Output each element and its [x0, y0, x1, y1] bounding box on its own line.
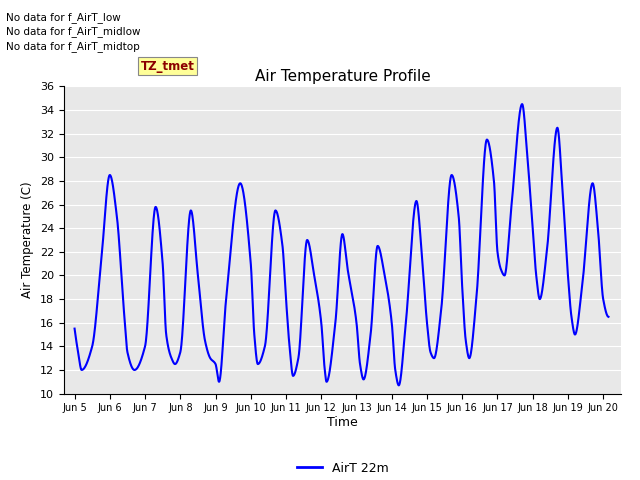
- Text: No data for f_AirT_low: No data for f_AirT_low: [6, 12, 121, 23]
- Text: TZ_tmet: TZ_tmet: [141, 60, 195, 72]
- X-axis label: Time: Time: [327, 416, 358, 429]
- Text: No data for f_AirT_midlow: No data for f_AirT_midlow: [6, 26, 141, 37]
- Title: Air Temperature Profile: Air Temperature Profile: [255, 69, 430, 84]
- Text: No data for f_AirT_midtop: No data for f_AirT_midtop: [6, 41, 140, 52]
- Legend: AirT 22m: AirT 22m: [292, 456, 393, 480]
- Y-axis label: Air Temperature (C): Air Temperature (C): [22, 182, 35, 298]
